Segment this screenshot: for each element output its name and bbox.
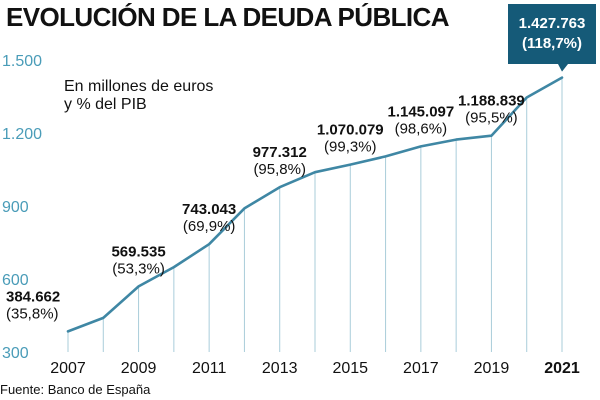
data-label-value: 1.145.097 [387, 103, 454, 120]
callout-box [508, 4, 596, 72]
y-tick-label: 1.500 [2, 53, 42, 70]
data-label-pct: (99,3%) [324, 139, 377, 156]
series-line [66, 76, 564, 333]
data-label-pct: (95,5%) [465, 110, 518, 127]
y-tick-label: 600 [2, 272, 29, 289]
data-label-value: 743.043 [182, 201, 236, 218]
data-label-pct: (35,8%) [6, 305, 59, 322]
x-tick-label: 2011 [192, 360, 227, 377]
x-tick-label: 2017 [403, 360, 439, 377]
callout-pct: (118,7%) [522, 35, 582, 52]
data-label-pct: (98,6%) [395, 120, 448, 137]
subtitle-line-2: y % del PIB [64, 96, 147, 113]
y-tick-label: 300 [2, 345, 29, 362]
data-label-value: 1.188.839 [458, 93, 525, 110]
y-tick-label: 900 [2, 199, 29, 216]
callout-value: 1.427.763 [519, 15, 586, 32]
x-tick-label: 2007 [50, 360, 86, 377]
data-label-pct: (95,8%) [253, 161, 306, 178]
data-label-value: 384.662 [6, 288, 60, 305]
data-label-value: 569.535 [111, 243, 165, 260]
source-note: Fuente: Banco de España [0, 382, 151, 397]
x-tick-label: 2019 [474, 360, 510, 377]
chart-title: EVOLUCIÓN DE LA DEUDA PÚBLICA [6, 2, 450, 32]
data-labels: 384.662(35,8%) 569.535(53,3%) 743.043(69,9… [6, 93, 525, 323]
x-tick-lines [67, 77, 563, 352]
callout: 1.427.763 (118,7%) [508, 4, 596, 72]
x-tick-label: 2015 [332, 360, 368, 377]
y-tick-label: 1.200 [2, 126, 42, 143]
x-axis: 2007 2009 2011 2013 2015 2017 2019 2021 [50, 360, 580, 377]
x-tick-label: 2009 [121, 360, 157, 377]
series-line-layer [66, 76, 564, 333]
data-label-pct: (69,9%) [183, 218, 236, 235]
x-tick-label: 2013 [262, 360, 298, 377]
data-label-pct: (53,3%) [112, 260, 165, 277]
y-axis: 300 600 900 1.200 1.500 [2, 53, 42, 362]
data-label-value: 977.312 [253, 144, 307, 161]
data-label-value: 1.070.079 [317, 122, 384, 139]
subtitle-line-1: En millones de euros [64, 78, 214, 95]
x-tick-label: 2021 [544, 360, 580, 377]
chart-subtitle: En millones de euros y % del PIB [64, 78, 213, 114]
